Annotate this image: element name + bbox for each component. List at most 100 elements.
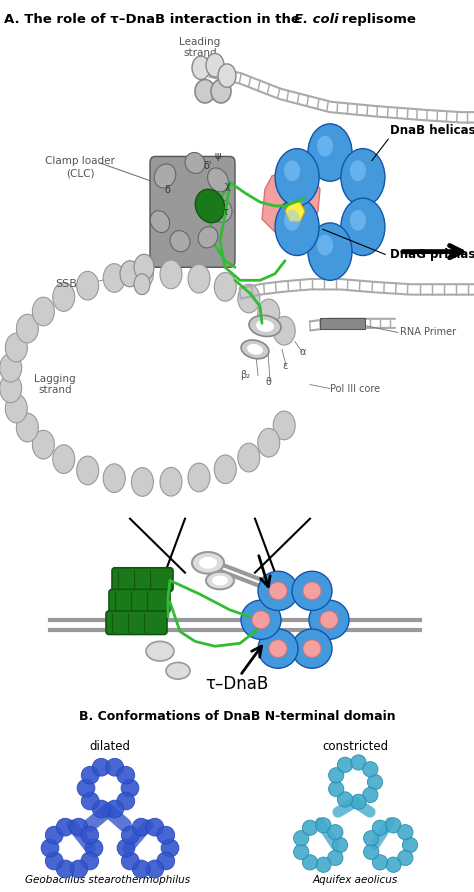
Circle shape — [363, 762, 378, 777]
Circle shape — [103, 264, 125, 293]
Circle shape — [0, 353, 22, 382]
Circle shape — [188, 463, 210, 491]
Circle shape — [53, 445, 75, 474]
Circle shape — [252, 611, 270, 629]
Circle shape — [53, 283, 75, 311]
Circle shape — [328, 768, 344, 783]
Text: dilated: dilated — [90, 740, 130, 753]
Ellipse shape — [212, 200, 232, 222]
Text: B. Conformations of DnaB N-terminal domain: B. Conformations of DnaB N-terminal doma… — [79, 710, 395, 723]
Circle shape — [214, 455, 237, 483]
Circle shape — [160, 467, 182, 496]
Circle shape — [0, 374, 22, 402]
Circle shape — [398, 824, 413, 840]
Circle shape — [364, 844, 379, 860]
Circle shape — [317, 235, 333, 255]
Text: Geobacillus stearothermophilus: Geobacillus stearothermophilus — [26, 875, 191, 885]
Circle shape — [120, 260, 140, 287]
Circle shape — [269, 582, 287, 599]
PathPatch shape — [262, 169, 320, 235]
Circle shape — [106, 800, 124, 818]
Circle shape — [302, 855, 318, 870]
FancyBboxPatch shape — [106, 611, 167, 634]
Text: ε: ε — [283, 361, 288, 371]
Circle shape — [146, 860, 164, 878]
Circle shape — [332, 838, 347, 853]
Circle shape — [134, 254, 154, 280]
Circle shape — [337, 792, 353, 807]
Text: Pol III core: Pol III core — [330, 384, 380, 393]
Circle shape — [77, 271, 99, 300]
Circle shape — [117, 792, 135, 810]
Circle shape — [303, 640, 321, 657]
Text: τ: τ — [222, 207, 228, 217]
Circle shape — [132, 818, 150, 836]
Circle shape — [121, 826, 139, 844]
Circle shape — [292, 629, 332, 668]
Text: Aquifex aeolicus: Aquifex aeolicus — [312, 875, 398, 885]
FancyBboxPatch shape — [112, 568, 173, 591]
Circle shape — [70, 818, 88, 836]
Ellipse shape — [249, 316, 281, 336]
Circle shape — [188, 264, 210, 293]
Circle shape — [46, 826, 63, 844]
Ellipse shape — [212, 575, 228, 585]
Circle shape — [363, 788, 378, 803]
Circle shape — [218, 64, 236, 87]
Circle shape — [132, 860, 150, 878]
Circle shape — [316, 857, 331, 872]
Circle shape — [269, 640, 287, 657]
Circle shape — [398, 850, 413, 865]
Circle shape — [32, 430, 55, 459]
Circle shape — [341, 149, 385, 206]
Circle shape — [328, 824, 343, 840]
Circle shape — [117, 766, 135, 784]
Circle shape — [121, 780, 139, 797]
Bar — [320, 318, 365, 328]
Circle shape — [316, 818, 331, 833]
Circle shape — [192, 56, 210, 79]
Circle shape — [117, 839, 135, 857]
Circle shape — [85, 839, 103, 857]
Text: θ: θ — [265, 376, 271, 386]
Circle shape — [308, 124, 352, 181]
Circle shape — [373, 855, 388, 870]
Circle shape — [273, 411, 295, 440]
Text: DnaG primase: DnaG primase — [390, 248, 474, 260]
Circle shape — [238, 285, 260, 313]
Ellipse shape — [211, 79, 231, 103]
Circle shape — [258, 428, 280, 457]
Circle shape — [351, 794, 366, 809]
Ellipse shape — [256, 320, 274, 332]
Circle shape — [337, 757, 353, 772]
Ellipse shape — [195, 189, 225, 223]
Circle shape — [131, 467, 154, 496]
FancyBboxPatch shape — [109, 590, 170, 613]
Circle shape — [351, 755, 366, 770]
Circle shape — [303, 582, 321, 599]
Circle shape — [81, 826, 99, 844]
Circle shape — [206, 54, 224, 77]
Ellipse shape — [192, 552, 224, 574]
Circle shape — [32, 297, 55, 326]
Text: A. The role of τ–DnaB interaction in the: A. The role of τ–DnaB interaction in the — [4, 13, 304, 26]
Circle shape — [402, 838, 418, 853]
Circle shape — [77, 780, 95, 797]
Ellipse shape — [206, 572, 234, 590]
Circle shape — [161, 839, 179, 857]
Circle shape — [157, 826, 175, 844]
Text: δ': δ' — [204, 161, 212, 171]
Ellipse shape — [195, 79, 215, 103]
Ellipse shape — [154, 164, 176, 188]
Text: SSB: SSB — [55, 279, 77, 289]
Circle shape — [386, 818, 401, 833]
Ellipse shape — [170, 231, 190, 252]
Ellipse shape — [198, 227, 218, 248]
Circle shape — [81, 852, 99, 870]
Circle shape — [275, 149, 319, 206]
Circle shape — [328, 781, 344, 797]
Circle shape — [320, 611, 338, 629]
Circle shape — [309, 600, 349, 640]
Circle shape — [341, 198, 385, 255]
Text: DnaB helicase: DnaB helicase — [390, 124, 474, 136]
